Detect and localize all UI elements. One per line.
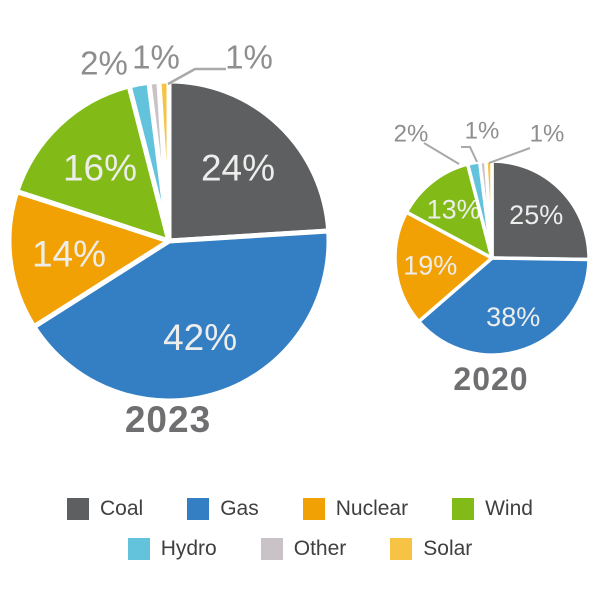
pie-2023-label-wind: 16% xyxy=(63,147,137,188)
legend-label-other: Other xyxy=(293,537,347,560)
gas-swatch-icon xyxy=(187,498,210,520)
pie-2020-label-gas: 38% xyxy=(486,302,540,332)
pie-2023-label-solar: 1% xyxy=(225,39,273,76)
pie-2020-leader-solar xyxy=(488,147,531,164)
wind-swatch-icon xyxy=(452,498,475,520)
pie-2020-leader-other xyxy=(461,146,478,163)
pie-2020-label-nuclear: 19% xyxy=(403,250,457,280)
legend-item-coal: Coal xyxy=(67,498,143,520)
pie-2023-label-other: 1% xyxy=(132,39,180,76)
legend-label-hydro: Hydro xyxy=(160,537,217,560)
pie-2020-slice-gas xyxy=(416,256,591,357)
solar-swatch-icon xyxy=(390,538,413,560)
pie-2023-slice-gas xyxy=(31,228,332,404)
legend-item-hydro: Hydro xyxy=(127,537,217,560)
legend-row-2: Hydro Other Solar xyxy=(0,538,600,560)
legend-label-wind: Wind xyxy=(485,497,533,520)
pie-2023-label-nuclear: 14% xyxy=(32,234,106,275)
pie-2020-label-coal: 25% xyxy=(509,200,563,230)
legend-item-nuclear: Nuclear xyxy=(302,497,409,520)
pie-2020-slice-nuclear xyxy=(393,210,494,324)
other-swatch-icon xyxy=(260,538,283,560)
legend-item-solar: Solar xyxy=(390,538,472,560)
legend-label-coal: Coal xyxy=(100,497,144,520)
hydro-swatch-icon xyxy=(127,538,150,560)
coal-swatch-icon xyxy=(67,498,90,520)
chart-title-2023: 2023 xyxy=(125,399,211,440)
chart-title-2020: 2020 xyxy=(453,361,528,397)
pie-2023-label-coal: 24% xyxy=(201,147,275,188)
legend-item-wind: Wind xyxy=(452,498,533,520)
pie-2023-slice-nuclear xyxy=(6,189,172,330)
pie-2020-leader-hydro xyxy=(423,142,460,165)
pie-2020-label-hydro: 2% xyxy=(394,120,429,147)
nuclear-swatch-icon xyxy=(302,498,325,520)
pie-2023-leader-solar xyxy=(167,67,226,86)
pie-2020-label-wind: 13% xyxy=(427,195,481,225)
pie-2020-label-solar: 1% xyxy=(530,120,565,147)
legend-label-nuclear: Nuclear xyxy=(335,497,409,520)
legend-item-gas: Gas xyxy=(187,498,259,520)
legend-row-1: Coal Gas Nuclear Wind xyxy=(0,498,600,520)
legend-label-solar: Solar xyxy=(423,537,473,560)
pie-2023-slice-coal xyxy=(166,78,332,244)
pie-2023-label-hydro: 2% xyxy=(80,45,128,82)
pie-2020-label-other: 1% xyxy=(465,117,500,144)
pie-2023-slice-solar xyxy=(156,78,172,244)
pie-2023-label-gas: 42% xyxy=(163,317,237,358)
pie-2020-slice-wind xyxy=(404,162,494,260)
legend-item-other: Other xyxy=(260,537,347,560)
legend-label-gas: Gas xyxy=(220,497,259,520)
pie-2023-slice-wind xyxy=(14,83,172,244)
legend: Coal Gas Nuclear Wind Hydro Other xyxy=(0,498,600,560)
pie-2020-slice-coal xyxy=(490,159,591,262)
